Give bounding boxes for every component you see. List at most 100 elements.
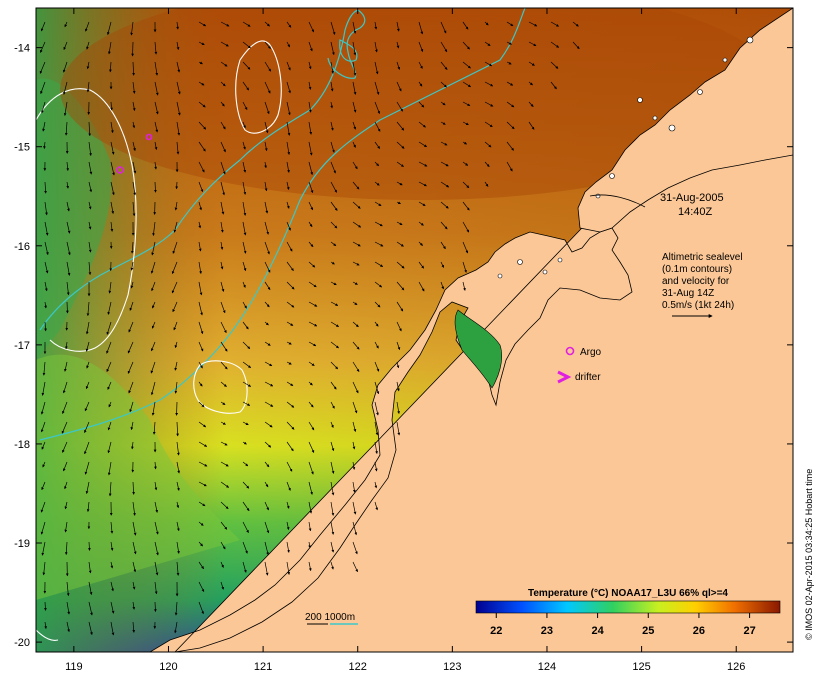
velocity-arrow xyxy=(352,261,360,266)
velocity-arrow xyxy=(40,41,46,53)
velocity-arrow xyxy=(198,141,206,152)
velocity-arrow xyxy=(418,261,424,269)
velocity-arrow xyxy=(64,521,68,533)
velocity-arrow xyxy=(396,161,404,167)
velocity-arrow xyxy=(264,501,269,511)
velocity-arrow xyxy=(308,381,313,386)
argo-legend-marker xyxy=(565,346,575,356)
velocity-arrow xyxy=(176,101,181,116)
velocity-arrow xyxy=(330,41,335,56)
velocity-arrow xyxy=(173,221,178,233)
velocity-arrow xyxy=(40,501,46,513)
velocity-arrow xyxy=(330,261,335,265)
velocity-arrow xyxy=(374,381,380,395)
velocity-arrow xyxy=(88,181,93,193)
velocity-arrow xyxy=(374,61,379,75)
velocity-arrow xyxy=(129,301,134,311)
lon-tick-label: 121 xyxy=(254,661,272,673)
velocity-arrow xyxy=(84,441,90,455)
velocity-arrow xyxy=(308,221,313,228)
velocity-arrow xyxy=(330,281,337,286)
velocity-arrow xyxy=(107,461,112,476)
velocity-arrow xyxy=(242,321,249,330)
velocity-arrow xyxy=(61,421,68,434)
velocity-arrow xyxy=(572,21,579,27)
velocity-arrow xyxy=(330,121,334,131)
velocity-arrow xyxy=(198,161,205,173)
velocity-arrow xyxy=(198,81,205,86)
velocity-arrow xyxy=(150,361,156,374)
velocity-arrow xyxy=(242,541,248,554)
velocity-arrow xyxy=(220,321,227,334)
velocity-arrow xyxy=(374,341,379,349)
velocity-arrow xyxy=(308,561,312,572)
velocity-arrow xyxy=(154,121,159,133)
velocity-arrow xyxy=(63,101,68,116)
velocity-arrow xyxy=(396,401,400,414)
velocity-arrow xyxy=(462,281,466,291)
velocity-arrow xyxy=(127,361,134,374)
velocity-arrow xyxy=(308,501,313,514)
velocity-arrow xyxy=(264,61,272,72)
velocity-arrow xyxy=(132,601,136,610)
velocity-arrow xyxy=(352,141,356,148)
velocity-arrow xyxy=(106,321,112,335)
velocity-arrow xyxy=(108,41,112,55)
velocity-arrow xyxy=(286,361,292,365)
velocity-arrow xyxy=(330,361,339,370)
velocity-arrow xyxy=(154,61,159,76)
velocity-arrow xyxy=(64,361,68,372)
velocity-arrow xyxy=(418,201,426,206)
velocity-arrow xyxy=(286,441,294,452)
argo-markers xyxy=(116,133,575,356)
velocity-arrow xyxy=(41,381,46,396)
velocity-arrow xyxy=(440,201,449,209)
latitude-axis: -14 -15 -16 -17 -18 -19 -20 xyxy=(14,43,793,649)
velocity-arrow xyxy=(286,101,291,116)
velocity-arrow xyxy=(154,481,158,491)
velocity-arrow xyxy=(174,341,178,349)
velocity-arrow xyxy=(550,21,560,27)
velocity-arrow xyxy=(264,401,274,407)
velocity-arrow xyxy=(330,401,335,409)
velocity-arrow xyxy=(172,241,178,254)
bathymetry-contour xyxy=(39,8,526,441)
velocity-arrow xyxy=(440,181,450,188)
velocity-arrow xyxy=(220,441,228,446)
velocity-arrow xyxy=(264,301,270,308)
velocity-arrow xyxy=(396,201,401,205)
velocity-arrow xyxy=(66,601,71,615)
velocity-arrow xyxy=(110,201,115,214)
lon-tick-label: 125 xyxy=(632,661,650,673)
velocity-arrow xyxy=(220,141,226,153)
velocity-arrow xyxy=(242,301,247,309)
velocity-arrow xyxy=(110,521,114,534)
longitude-axis: 119 120 121 122 123 124 125 126 xyxy=(65,8,745,673)
velocity-arrow xyxy=(198,361,203,369)
altimetry-line: Altimetric sealevel xyxy=(662,252,743,263)
velocity-arrow xyxy=(286,41,290,48)
velocity-arrow xyxy=(242,441,247,445)
velocity-arrow xyxy=(198,481,207,487)
velocity-arrow xyxy=(154,141,158,150)
velocity-arrow xyxy=(66,181,70,189)
velocity-arrow xyxy=(40,521,46,535)
velocity-arrow xyxy=(308,141,313,156)
velocity-arrow xyxy=(242,361,252,368)
velocity-arrow xyxy=(66,581,70,597)
velocity-arrow xyxy=(264,221,270,235)
velocity-arrow xyxy=(130,241,134,254)
velocity-arrow xyxy=(64,481,68,490)
velocity-arrow xyxy=(220,461,229,467)
velocity-arrow xyxy=(110,221,114,232)
velocity-arrow xyxy=(528,41,537,47)
velocity-arrow xyxy=(374,161,380,167)
velocity-arrow xyxy=(198,541,203,547)
velocity-arrow xyxy=(86,301,90,317)
velocity-arrow xyxy=(352,161,358,170)
velocity-arrow xyxy=(44,321,47,332)
velocity-arrow xyxy=(44,261,49,274)
velocity-arrow xyxy=(374,181,380,186)
velocity-arrow xyxy=(264,481,269,488)
velocity-arrow xyxy=(132,161,137,174)
